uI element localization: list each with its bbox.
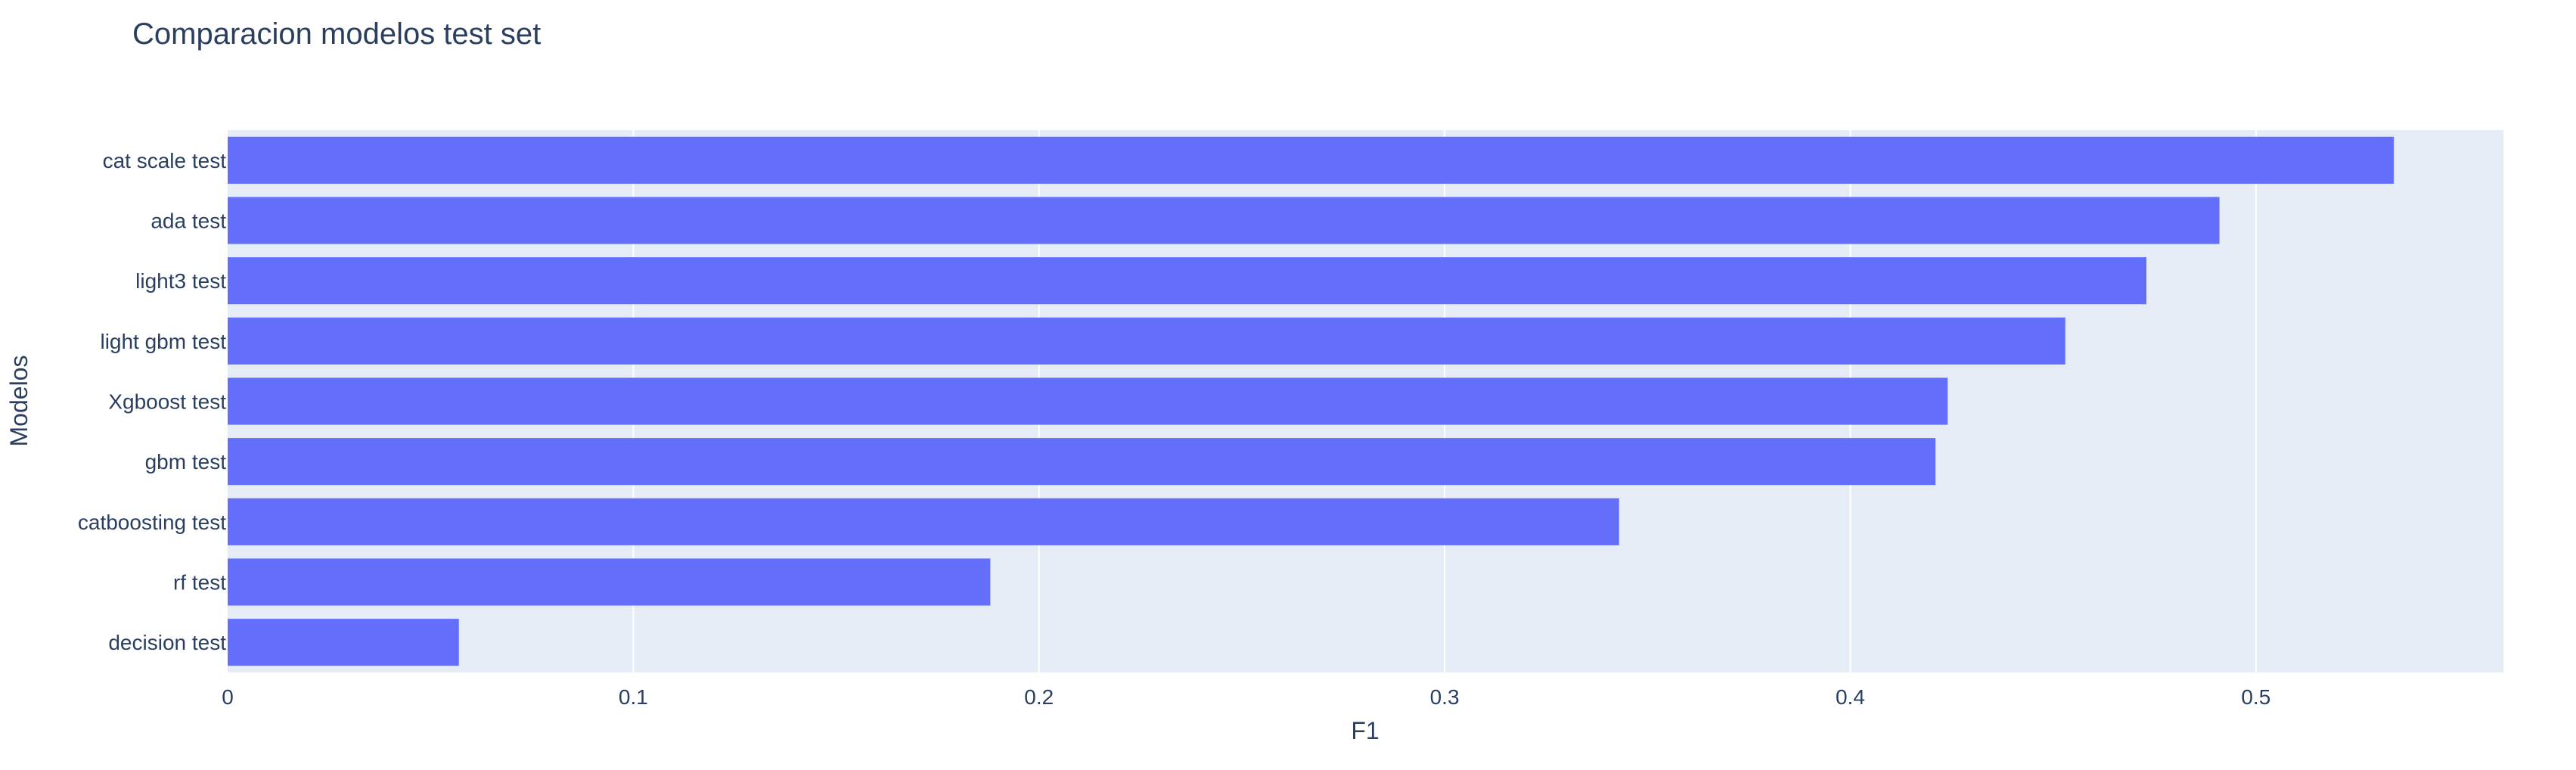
y-tick-label: Xgboost test [108, 390, 226, 414]
y-tick-label: catboosting test [78, 511, 226, 534]
bars [228, 136, 2394, 666]
bar [228, 317, 2065, 365]
x-tick-label: 0.2 [1024, 685, 1054, 709]
chart-title: Comparacion modelos test set [132, 17, 541, 51]
y-tick-label: decision test [108, 631, 226, 654]
bar [228, 377, 1948, 425]
y-tick-label: light gbm test [100, 330, 226, 353]
y-tick-label: cat scale test [103, 149, 227, 172]
x-axis-title: F1 [1351, 717, 1379, 744]
y-tick-label: rf test [173, 571, 226, 595]
x-axis-ticks: 0 0.1 0.2 0.3 0.4 0.5 [222, 685, 2270, 709]
bar [228, 136, 2394, 184]
x-tick-label: 0.1 [619, 685, 648, 709]
x-tick-label: 0.5 [2241, 685, 2270, 709]
bar [228, 619, 459, 666]
y-tick-label: ada test [151, 210, 226, 233]
y-axis-ticks: cat scale test ada test light3 test light g… [78, 149, 226, 654]
bar [228, 197, 2220, 244]
bar [228, 558, 991, 606]
bar [228, 438, 1936, 486]
y-tick-label: light3 test [135, 269, 226, 293]
bar [228, 257, 2146, 305]
x-tick-label: 0.4 [1836, 685, 1865, 709]
x-tick-label: 0 [222, 685, 234, 709]
bar [228, 498, 1619, 545]
x-tick-label: 0.3 [1430, 685, 1460, 709]
y-axis-title: Modelos [5, 356, 33, 447]
y-tick-label: gbm test [145, 450, 227, 473]
